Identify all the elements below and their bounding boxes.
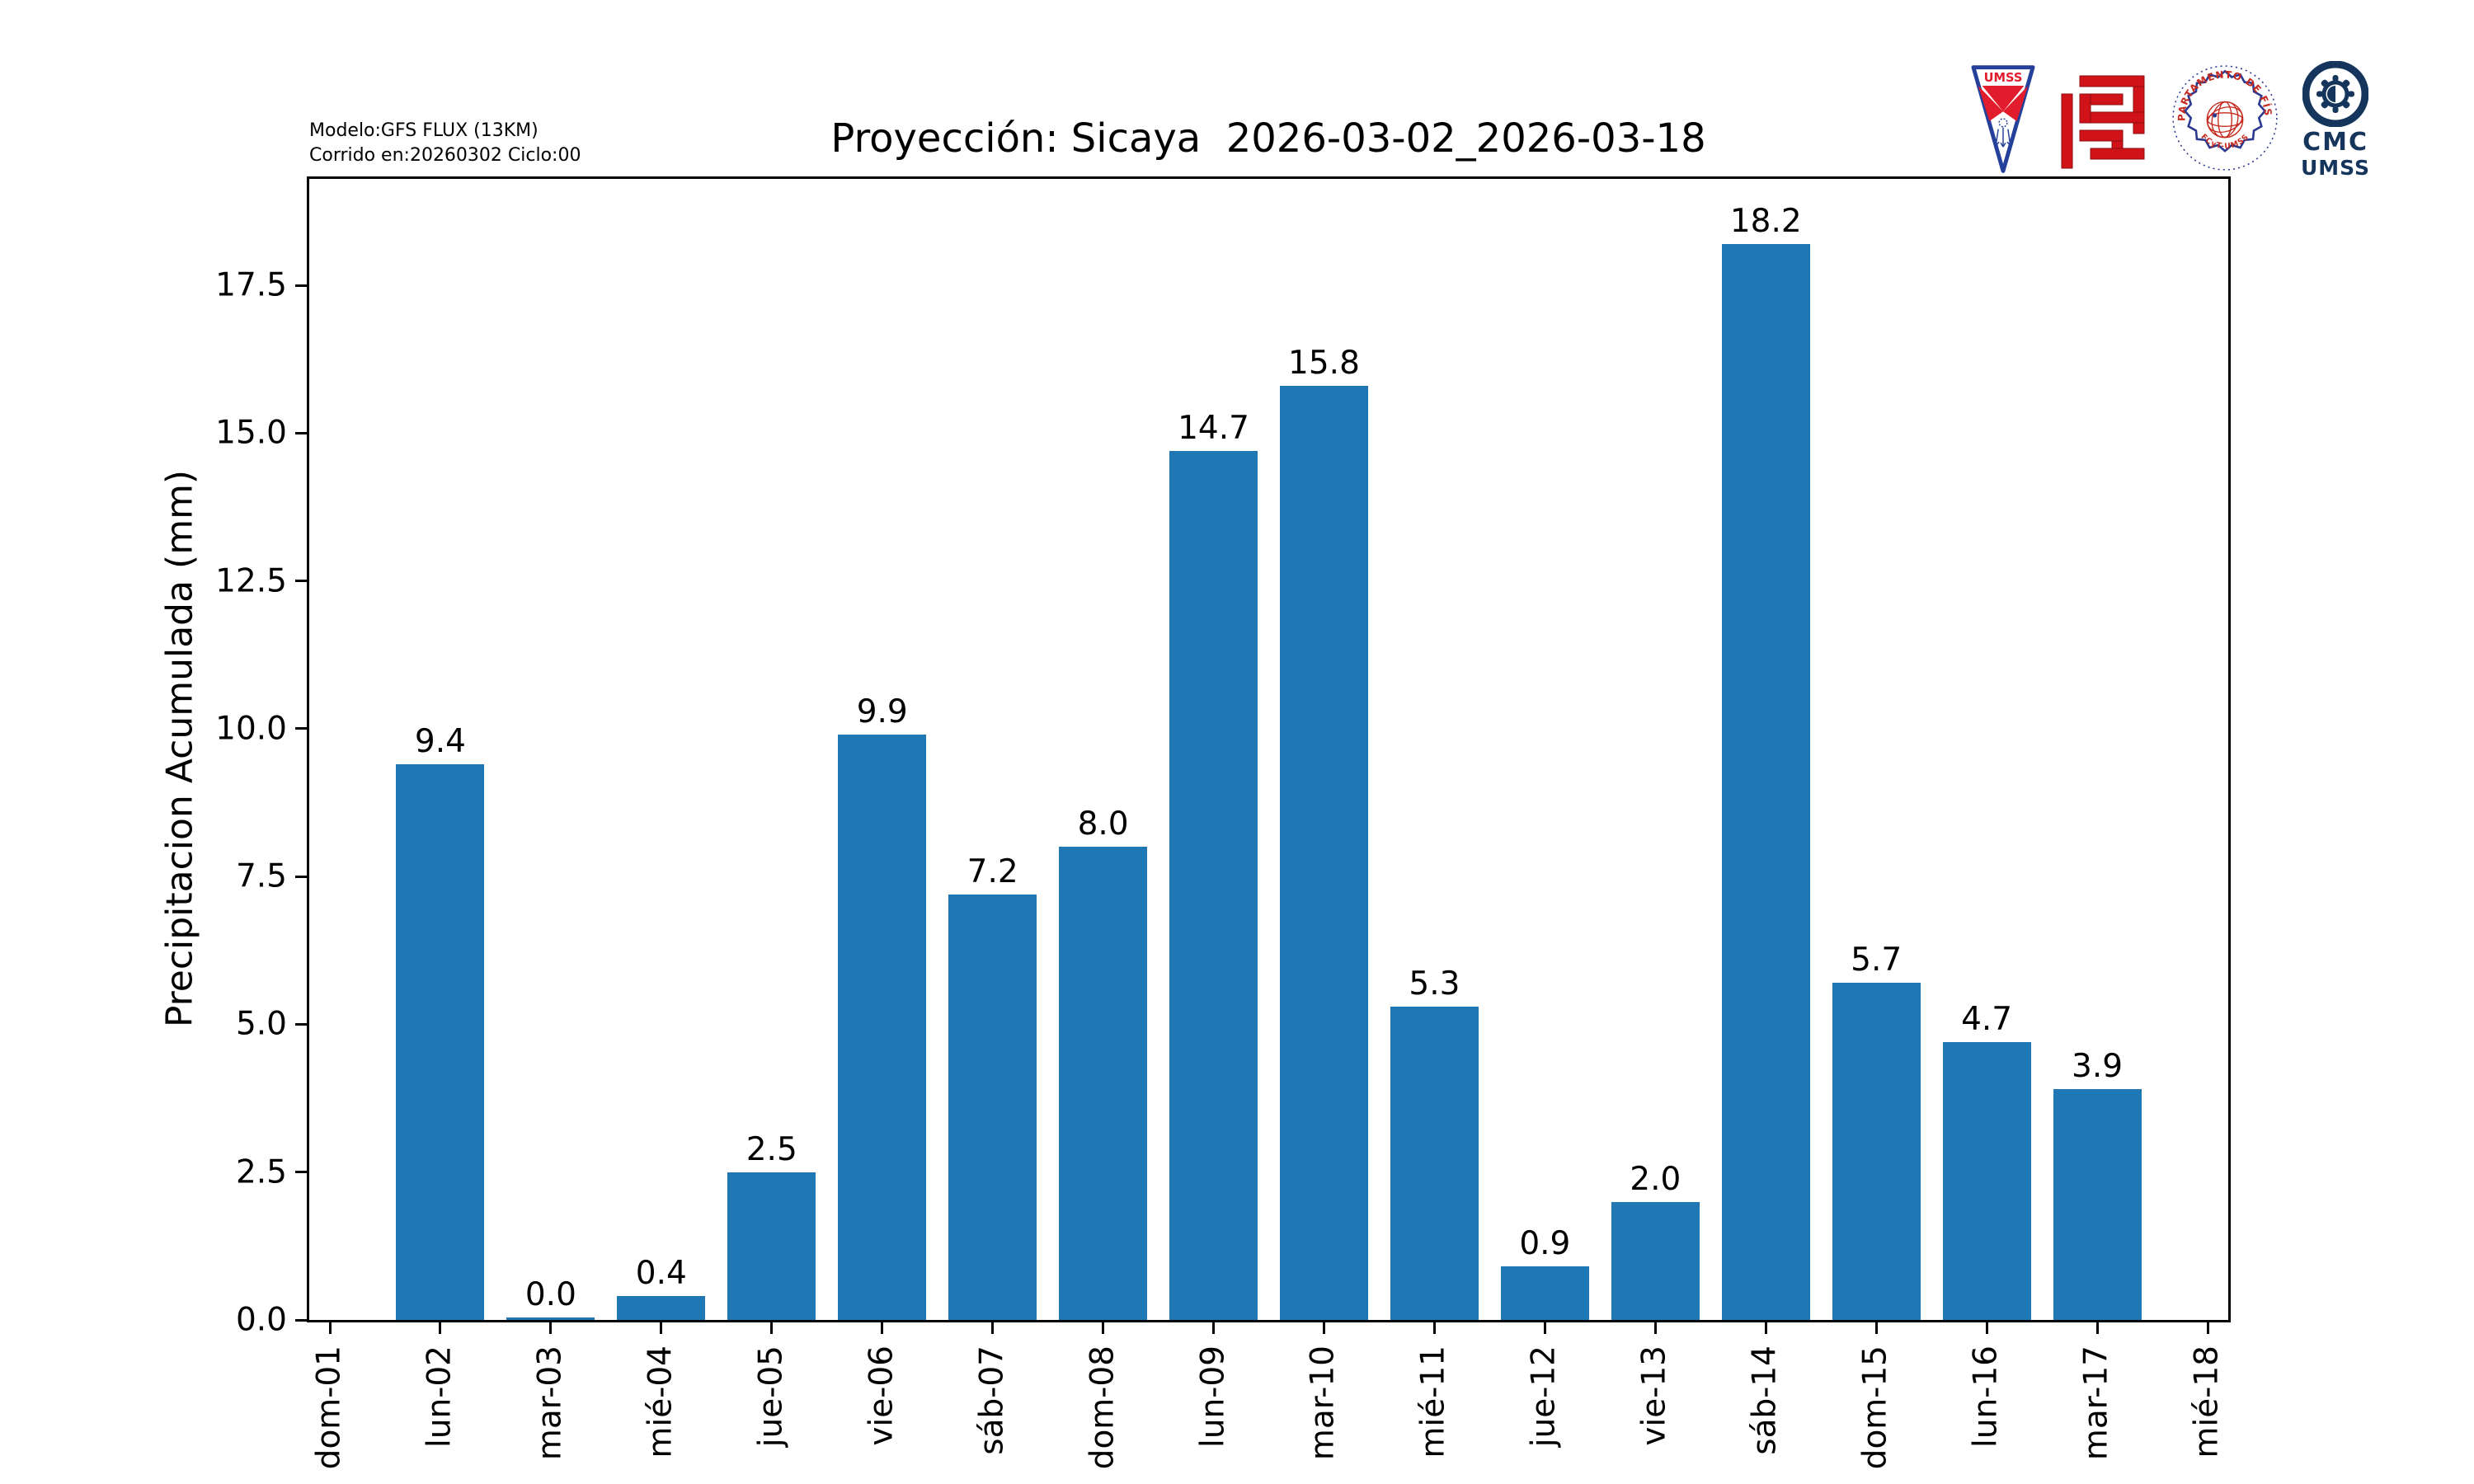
y-tick-mark — [295, 284, 307, 287]
y-tick-mark — [295, 1171, 307, 1174]
y-tick-label: 0.0 — [235, 1301, 287, 1339]
bar — [617, 1296, 706, 1320]
x-tick-mark — [2095, 1322, 2099, 1334]
x-tick-mark — [770, 1322, 774, 1334]
bar-value-label: 2.0 — [1630, 1160, 1681, 1198]
fisica-seal-logo: DEPARTAMENTO DE FÍSICA FCyT-UMSS — [2171, 63, 2278, 171]
y-tick-mark — [295, 431, 307, 434]
y-tick-label: 7.5 — [235, 857, 287, 895]
x-tick-label: mar-10 — [1305, 1345, 1343, 1461]
x-tick-mark — [1212, 1322, 1216, 1334]
x-tick-label: lun-09 — [1194, 1345, 1232, 1448]
x-tick-mark — [1874, 1322, 1878, 1334]
x-tick-mark — [549, 1322, 553, 1334]
cmc-umss-logo: CMC UMSS — [2301, 61, 2370, 178]
y-tick-label: 2.5 — [235, 1153, 287, 1191]
x-tick-mark — [1432, 1322, 1436, 1334]
page-title: Proyección: Sicaya 2026-03-02_2026-03-18 — [830, 115, 1706, 162]
x-tick-mark — [328, 1322, 332, 1334]
y-tick-mark — [295, 875, 307, 878]
y-tick-label: 12.5 — [215, 562, 287, 600]
bar-value-label: 9.9 — [856, 693, 908, 731]
y-tick-mark — [295, 1022, 307, 1026]
bar-value-label: 9.4 — [414, 722, 466, 760]
fcyt-maze-logo — [2061, 75, 2145, 169]
x-tick-mark — [660, 1322, 663, 1334]
bar-value-label: 3.9 — [2072, 1048, 2124, 1086]
y-tick-label: 5.0 — [235, 1005, 287, 1043]
y-tick-label: 10.0 — [215, 710, 287, 748]
bar-value-label: 8.0 — [1077, 805, 1129, 843]
bar-value-label: 5.7 — [1851, 942, 1903, 979]
model-info-line1: Modelo:GFS FLUX (13KM) — [309, 120, 539, 141]
x-tick-mark — [1653, 1322, 1657, 1334]
x-tick-label: vie-06 — [863, 1345, 901, 1446]
bar-value-label: 0.9 — [1519, 1225, 1571, 1263]
x-tick-mark — [1543, 1322, 1546, 1334]
x-tick-label: lun-16 — [1967, 1345, 2005, 1448]
bar — [1721, 243, 1810, 1320]
bar — [2053, 1089, 2142, 1320]
bar — [506, 1317, 595, 1320]
bar-value-label: 0.4 — [635, 1255, 687, 1293]
y-axis-title: Precipitacion Acumulada (mm) — [158, 469, 201, 1028]
x-tick-mark — [991, 1322, 995, 1334]
bar — [1059, 847, 1148, 1320]
bar-value-label: 7.2 — [967, 852, 1018, 890]
y-tick-label: 17.5 — [215, 266, 287, 304]
x-tick-label: dom-01 — [310, 1345, 348, 1470]
x-tick-mark — [439, 1322, 442, 1334]
x-tick-label: dom-08 — [1084, 1345, 1122, 1470]
cmc-gear-icon — [2302, 61, 2369, 127]
bar — [1942, 1041, 2031, 1320]
x-tick-label: lun-02 — [421, 1345, 459, 1448]
x-tick-label: jue-05 — [752, 1345, 790, 1448]
umss-pennant-logo: UMSS — [1971, 65, 2035, 173]
bar-value-label: 18.2 — [1729, 202, 1802, 240]
x-tick-label: dom-15 — [1856, 1345, 1894, 1470]
x-tick-label: mar-17 — [2077, 1345, 2115, 1461]
bar — [1832, 983, 1921, 1320]
bar-value-label: 0.0 — [524, 1276, 576, 1313]
bar — [1611, 1201, 1700, 1320]
y-tick-mark — [295, 727, 307, 730]
y-tick-label: 15.0 — [215, 414, 287, 452]
bar — [1500, 1266, 1589, 1320]
x-tick-label: mié-18 — [2188, 1345, 2226, 1458]
x-tick-mark — [2206, 1322, 2209, 1334]
bar — [1169, 450, 1258, 1320]
x-tick-label: mié-04 — [642, 1345, 680, 1458]
bar-value-label: 4.7 — [1961, 1000, 2013, 1038]
bar — [727, 1172, 816, 1320]
x-tick-mark — [881, 1322, 884, 1334]
x-tick-label: mié-11 — [1414, 1345, 1452, 1458]
umss-pennant-label: UMSS — [1984, 71, 2023, 85]
x-tick-mark — [1322, 1322, 1325, 1334]
bar — [396, 763, 485, 1320]
bar-value-label: 5.3 — [1409, 965, 1460, 1003]
y-tick-mark — [295, 1318, 307, 1322]
bar — [1279, 385, 1368, 1320]
bar-value-label: 15.8 — [1288, 345, 1360, 382]
x-tick-label: mar-03 — [531, 1345, 569, 1461]
x-tick-mark — [1985, 1322, 1988, 1334]
model-info: Modelo:GFS FLUX (13KM) Corrido en:2026030… — [309, 119, 581, 168]
x-tick-label: sáb-14 — [1746, 1345, 1784, 1455]
y-tick-mark — [295, 580, 307, 583]
bar — [838, 735, 927, 1320]
x-tick-mark — [1764, 1322, 1767, 1334]
x-tick-label: jue-12 — [1525, 1345, 1563, 1448]
x-tick-label: vie-13 — [1635, 1345, 1673, 1446]
x-tick-mark — [1102, 1322, 1105, 1334]
bar — [948, 894, 1037, 1320]
bar-value-label: 2.5 — [745, 1130, 797, 1168]
bar-value-label: 14.7 — [1178, 409, 1249, 447]
model-info-line2: Corrido en:20260302 Ciclo:00 — [309, 145, 581, 166]
cmc-umss-label: UMSS — [2301, 156, 2371, 180]
x-tick-label: sáb-07 — [973, 1345, 1011, 1455]
logo-row: UMSS DEPARTAMENTO DE FÍSICA — [1971, 61, 2370, 178]
cmc-label: CMC — [2302, 128, 2368, 157]
bar — [1390, 1006, 1479, 1320]
fisica-seal-globe — [2206, 101, 2244, 139]
